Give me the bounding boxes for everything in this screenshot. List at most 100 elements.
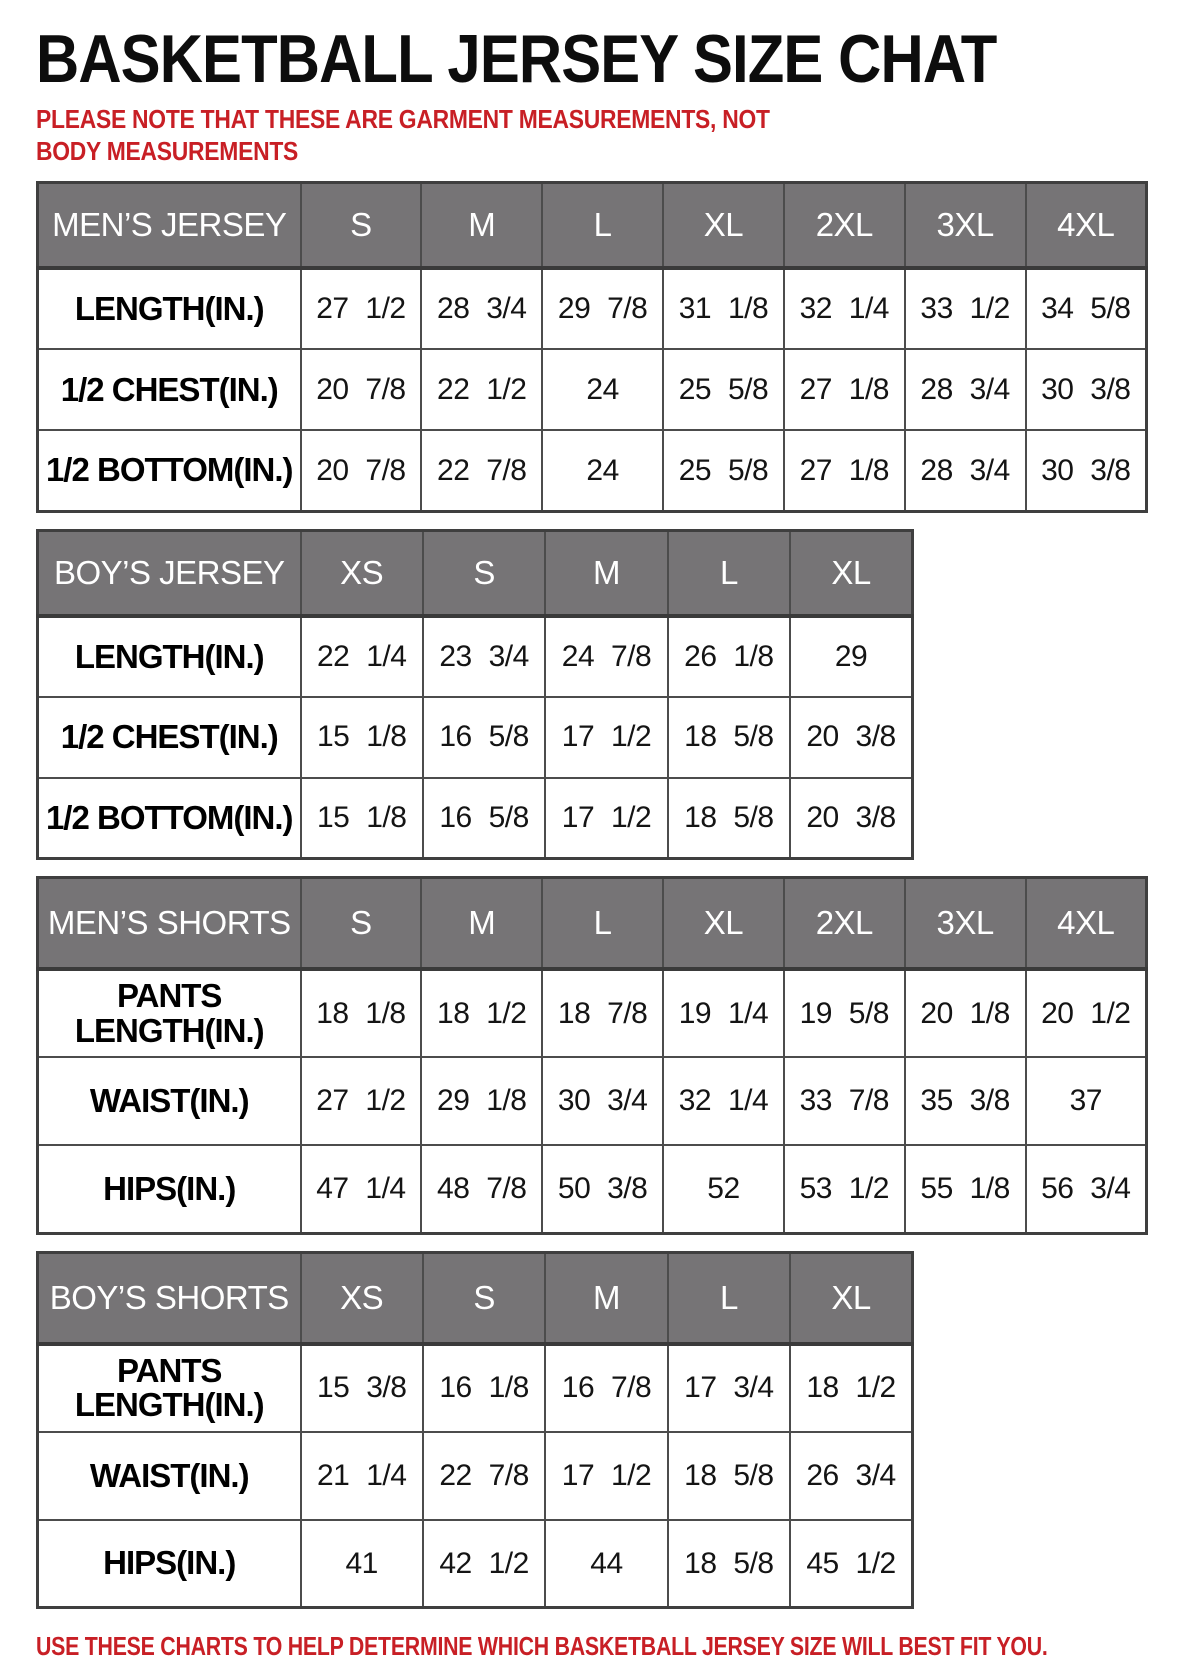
value-cell: 25 5/8 bbox=[662, 429, 785, 513]
value-cell: 55 1/8 bbox=[903, 1144, 1027, 1235]
header-row: BOY’S JERSEY XS S M L XL bbox=[36, 529, 914, 618]
mens-shorts-table: MEN’S SHORTS S M L XL 2XL 3XL 4XL PANTS LENGTH(I… bbox=[36, 876, 1148, 1235]
mens-jersey-size-header-cell: M bbox=[420, 181, 544, 271]
row-label-cell: 1/2 BOTTOM(IN.) bbox=[36, 776, 302, 860]
value-cell: 16 5/8 bbox=[421, 776, 547, 860]
value-cell: 20 7/8 bbox=[299, 348, 423, 432]
table-row: 1/2 CHEST(IN.) 15 1/8 16 5/8 17 1/2 18 5/8 20… bbox=[36, 695, 914, 779]
value-cell: 16 1/8 bbox=[421, 1342, 547, 1433]
value-cell: 18 5/8 bbox=[666, 776, 792, 860]
value-cell: 44 bbox=[544, 1518, 669, 1609]
value-cell: 20 1/2 bbox=[1024, 968, 1148, 1059]
mens-shorts-title-cell: MEN’S SHORTS bbox=[36, 876, 302, 972]
value-cell: 28 3/4 bbox=[903, 429, 1027, 513]
value-cell: 35 3/8 bbox=[903, 1056, 1027, 1147]
value-cell: 27 1/2 bbox=[299, 267, 423, 351]
table-row: WAIST(IN.) 27 1/2 29 1/8 30 3/4 32 1/4 33 7/8… bbox=[36, 1056, 1148, 1147]
value-cell: 24 bbox=[541, 429, 665, 513]
row-label-cell: PANTS LENGTH(IN.) bbox=[36, 1342, 302, 1433]
value-cell: 22 1/4 bbox=[299, 614, 424, 698]
mens-jersey-title-cell: MEN’S JERSEY bbox=[36, 181, 302, 271]
table-row: WAIST(IN.) 21 1/4 22 7/8 17 1/2 18 5/8 26 3/4 bbox=[36, 1430, 914, 1521]
value-cell: 28 3/4 bbox=[903, 348, 1027, 432]
value-cell: 15 1/8 bbox=[299, 695, 424, 779]
boys-jersey-size-header-cell: L bbox=[666, 529, 792, 618]
value-cell: 26 3/4 bbox=[789, 1430, 914, 1521]
value-cell: 41 bbox=[299, 1518, 424, 1609]
header-row: BOY’S SHORTS XS S M L XL bbox=[36, 1251, 914, 1346]
value-cell: 29 bbox=[789, 614, 914, 698]
value-cell: 30 3/4 bbox=[541, 1056, 665, 1147]
value-cell: 16 7/8 bbox=[544, 1342, 669, 1433]
value-cell: 18 1/8 bbox=[299, 968, 423, 1059]
value-cell: 23 3/4 bbox=[421, 614, 547, 698]
boys-shorts-size-header-cell: XS bbox=[299, 1251, 424, 1346]
value-cell: 50 3/8 bbox=[541, 1144, 665, 1235]
table-row: 1/2 CHEST(IN.) 20 7/8 22 1/2 24 25 5/8 27 1/8… bbox=[36, 348, 1148, 432]
value-cell: 27 1/8 bbox=[782, 429, 906, 513]
row-label-cell: HIPS(IN.) bbox=[36, 1518, 302, 1609]
value-cell: 18 1/2 bbox=[420, 968, 544, 1059]
header-row: MEN’S JERSEY S M L XL 2XL 3XL 4XL bbox=[36, 181, 1148, 271]
boys-shorts-table: BOY’S SHORTS XS S M L XL PANTS LENGTH(IN.) 15 3… bbox=[36, 1250, 914, 1610]
table-row: 1/2 BOTTOM(IN.) 15 1/8 16 5/8 17 1/2 18 5/8 2… bbox=[36, 776, 914, 860]
row-label-cell: WAIST(IN.) bbox=[36, 1430, 302, 1521]
value-cell: 16 5/8 bbox=[421, 695, 547, 779]
value-cell: 29 7/8 bbox=[541, 267, 665, 351]
table-row: LENGTH(IN.) 27 1/2 28 3/4 29 7/8 31 1/8 32 1/… bbox=[36, 267, 1148, 351]
mens-shorts-size-header-cell: M bbox=[420, 876, 544, 972]
value-cell: 52 bbox=[662, 1144, 785, 1235]
value-cell: 18 1/2 bbox=[789, 1342, 914, 1433]
value-cell: 17 3/4 bbox=[666, 1342, 792, 1433]
value-cell: 30 3/8 bbox=[1024, 348, 1148, 432]
value-cell: 20 7/8 bbox=[299, 429, 423, 513]
value-cell: 33 1/2 bbox=[903, 267, 1027, 351]
value-cell: 21 1/4 bbox=[299, 1430, 424, 1521]
mens-shorts-size-header-cell: 2XL bbox=[782, 876, 906, 972]
garment-measurement-note: PLEASE NOTE THAT THESE ARE GARMENT MEASU… bbox=[36, 104, 770, 166]
boys-jersey-size-header-cell: XL bbox=[789, 529, 914, 618]
table-row: HIPS(IN.) 47 1/4 48 7/8 50 3/8 52 53 1/2 55 1/… bbox=[36, 1144, 1148, 1235]
mens-jersey-size-header-cell: L bbox=[541, 181, 665, 271]
boys-jersey-size-header-cell: S bbox=[421, 529, 547, 618]
row-label-cell: 1/2 BOTTOM(IN.) bbox=[36, 429, 302, 513]
value-cell: 24 bbox=[541, 348, 665, 432]
row-label-cell: PANTS LENGTH(IN.) bbox=[36, 968, 302, 1059]
value-cell: 32 1/4 bbox=[782, 267, 906, 351]
value-cell: 20 3/8 bbox=[789, 776, 914, 860]
mens-jersey-size-header-cell: S bbox=[299, 181, 423, 271]
boys-shorts-size-header-cell: S bbox=[421, 1251, 547, 1346]
value-cell: 47 1/4 bbox=[299, 1144, 423, 1235]
boys-jersey-size-header-cell: XS bbox=[299, 529, 424, 618]
boys-shorts-title-cell: BOY’S SHORTS bbox=[36, 1251, 302, 1346]
value-cell: 19 1/4 bbox=[662, 968, 785, 1059]
table-row: 1/2 BOTTOM(IN.) 20 7/8 22 7/8 24 25 5/8 27 1/… bbox=[36, 429, 1148, 513]
table-row: HIPS(IN.) 41 42 1/2 44 18 5/8 45 1/2 bbox=[36, 1518, 914, 1609]
mens-shorts-size-header-cell: S bbox=[299, 876, 423, 972]
row-label-cell: LENGTH(IN.) bbox=[36, 614, 302, 698]
value-cell: 27 1/2 bbox=[299, 1056, 423, 1147]
value-cell: 32 1/4 bbox=[662, 1056, 785, 1147]
value-cell: 31 1/8 bbox=[662, 267, 785, 351]
value-cell: 45 1/2 bbox=[789, 1518, 914, 1609]
value-cell: 24 7/8 bbox=[544, 614, 669, 698]
value-cell: 22 7/8 bbox=[421, 1430, 547, 1521]
table-row: LENGTH(IN.) 22 1/4 23 3/4 24 7/8 26 1/8 29 bbox=[36, 614, 914, 698]
value-cell: 17 1/2 bbox=[544, 695, 669, 779]
table-row: PANTS LENGTH(IN.) 18 1/8 18 1/2 18 7/8 19 1/… bbox=[36, 968, 1148, 1059]
mens-jersey-size-header-cell: 3XL bbox=[903, 181, 1027, 271]
value-cell: 18 5/8 bbox=[666, 1518, 792, 1609]
boys-jersey-size-header-cell: M bbox=[544, 529, 669, 618]
value-cell: 56 3/4 bbox=[1024, 1144, 1148, 1235]
row-label-cell: LENGTH(IN.) bbox=[36, 267, 302, 351]
boys-shorts-size-header-cell: L bbox=[666, 1251, 792, 1346]
page-title-text: BASKETBALL JERSEY SIZE CHAT bbox=[36, 21, 997, 97]
row-label-cell: 1/2 CHEST(IN.) bbox=[36, 348, 302, 432]
mens-jersey-table: MEN’S JERSEY S M L XL 2XL 3XL 4XL LENGTH(IN.) 27 … bbox=[36, 181, 1148, 513]
value-cell: 29 1/8 bbox=[420, 1056, 544, 1147]
value-cell: 28 3/4 bbox=[420, 267, 544, 351]
fit-recommendation-note: USE THESE CHARTS TO HELP DETERMINE WHICH… bbox=[36, 1631, 1048, 1662]
value-cell: 33 7/8 bbox=[782, 1056, 906, 1147]
value-cell: 20 1/8 bbox=[903, 968, 1027, 1059]
